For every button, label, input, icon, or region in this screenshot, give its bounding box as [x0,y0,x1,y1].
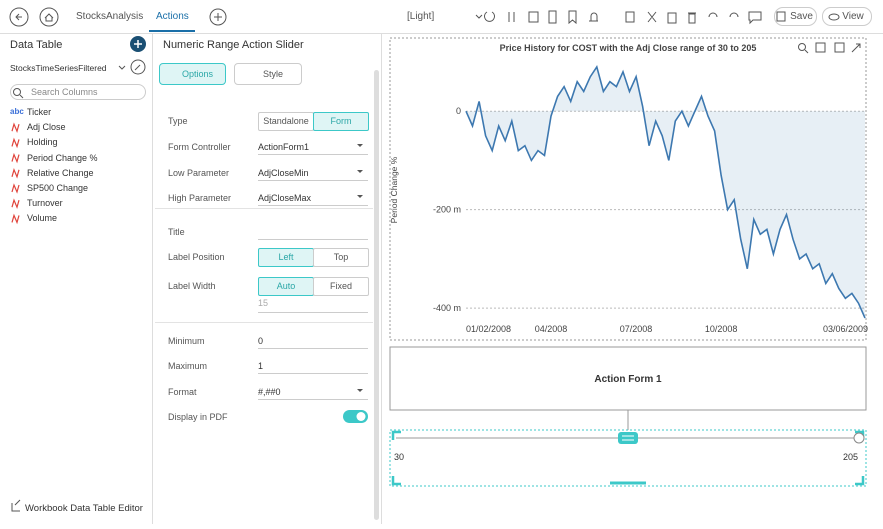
divider [381,34,382,524]
numeric-icon [11,152,20,164]
tab-label: Style [262,69,283,79]
x-tick-label: 10/2008 [705,324,738,334]
field-label: Display in PDF [168,412,228,422]
field-label: Form Controller [168,142,231,152]
field-label: Type [168,116,188,126]
numeric-icon [11,122,20,133]
search-box[interactable]: Search Columns [10,84,146,100]
slider-min: 30 [394,452,404,462]
tab[interactable]: StocksAnalysis [76,11,144,22]
options-tab[interactable]: Options [159,63,226,85]
y-tick-label: -400 m [433,303,461,313]
select[interactable]: AdjCloseMax [258,191,368,206]
option-button[interactable]: Form [313,112,369,131]
x-tick-label: 04/2008 [535,324,568,334]
input[interactable]: 1 [258,359,368,374]
column-type: abc [10,107,24,116]
column-name[interactable]: Period Change % [27,152,98,163]
field-label: Label Position [168,252,225,262]
numeric-icon [11,183,20,194]
column-name[interactable]: Relative Change [27,167,94,178]
x-tick-label: 03/06/2009 [823,324,868,334]
slider-max: 205 [843,452,858,462]
footer-link[interactable]: Workbook Data Table Editor [25,503,143,514]
select[interactable]: ActionForm1 [258,140,368,155]
top-bar [0,0,883,34]
toggle-knob [356,412,366,421]
tab-active[interactable]: Actions [156,11,189,22]
separator [155,208,373,209]
panel-title: Data Table [10,39,63,51]
column-name[interactable]: Ticker [27,107,52,117]
numeric-icon [11,213,20,225]
select[interactable]: AdjCloseMin [258,166,368,181]
column-name[interactable]: Volume [27,213,58,224]
option-button[interactable]: Top [313,248,369,267]
y-tick-label: -200 m [433,205,461,215]
field-label: Title [168,227,185,237]
tab-underline [149,30,195,32]
table-name[interactable]: StocksTimeSeriesFiltered [10,63,107,73]
x-tick-label: 07/2008 [620,324,653,334]
column-name[interactable]: Adj Close [27,122,66,133]
column-name[interactable]: Holding [27,137,58,148]
style-tab[interactable]: Style [234,63,302,85]
save-label: Save [790,11,813,22]
line [465,64,866,319]
panel-title: Numeric Range Action Slider [163,39,304,51]
numeric-icon [11,137,20,149]
select[interactable]: #,##0 [258,385,368,400]
view-label: View [842,11,864,22]
caret [357,389,363,392]
caret [357,170,363,173]
numeric-icon [11,168,20,179]
x-tick-label: 01/02/2008 [466,324,511,334]
caret [357,195,363,198]
form-title: Action Form 1 [594,374,662,385]
scrollbar [374,70,379,520]
option-button[interactable]: Fixed [313,277,369,296]
field-label: High Parameter [168,193,232,203]
column-name[interactable]: SP500 Change [27,183,89,193]
field-label: Maximum [168,361,208,371]
tab-label: Options [181,69,214,79]
caret [357,144,363,147]
field-label: Minimum [168,336,205,346]
field-label: Low Parameter [168,168,230,178]
field-label: Label Width [168,281,216,291]
field-input: 15 [258,298,368,313]
divider [152,34,153,524]
field-label: Format [168,387,197,397]
search-placeholder: Search Columns [31,87,98,97]
column-name[interactable]: Turnover [27,198,63,209]
y-axis-title: Period Change % [389,156,399,223]
y-tick-label: 0 [456,106,461,116]
separator [155,322,373,323]
numeric-icon [11,198,20,209]
theme-select[interactable]: [Light] [407,11,435,22]
input[interactable] [258,225,368,240]
chart-title: Price History for COST with the Adj Clos… [500,43,757,53]
view-button[interactable]: View [822,7,872,26]
area [466,66,865,319]
input[interactable]: 0 [258,334,368,349]
